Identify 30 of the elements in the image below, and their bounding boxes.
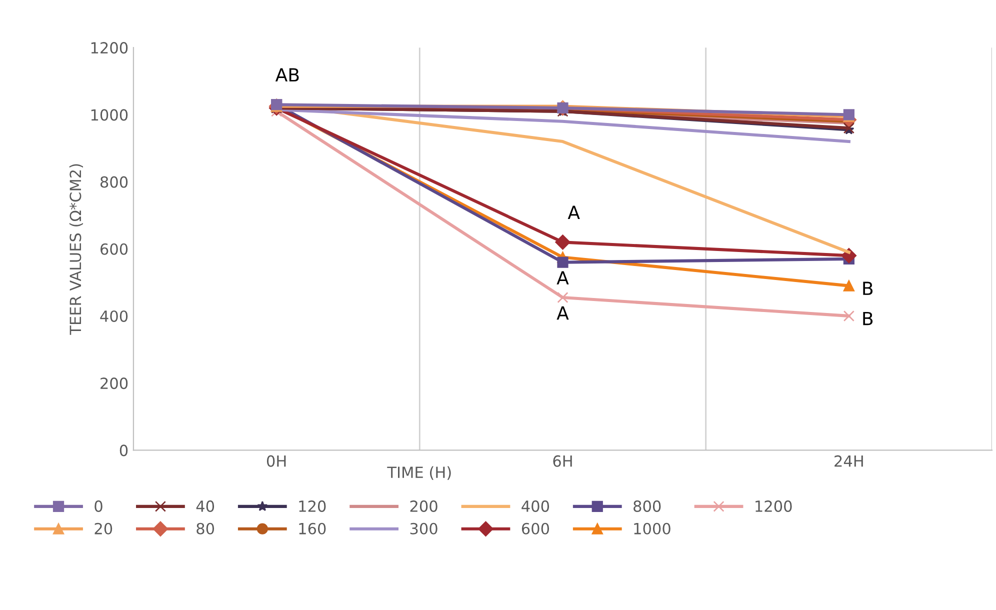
annotation: A <box>556 306 569 320</box>
legend-label: 20 <box>94 522 112 534</box>
legend-label: 400 <box>522 500 550 512</box>
annotation: A <box>556 271 569 284</box>
y-tick-label: 400 <box>100 310 128 322</box>
y-tick-label: 200 <box>100 378 128 390</box>
legend-label: 300 <box>410 522 438 534</box>
legend-label: 800 <box>634 500 661 512</box>
legend-label: 200 <box>410 500 438 512</box>
legend-label: 1200 <box>756 500 792 512</box>
annotation: B <box>863 312 873 326</box>
x-axis-title: TIME (H) <box>387 466 451 480</box>
x-tick-label: 24H <box>834 455 863 467</box>
x-tick-label: 6H <box>553 455 572 467</box>
legend-label: 600 <box>522 522 550 534</box>
y-tick-label: 1000 <box>91 109 128 121</box>
legend-label: 120 <box>299 500 326 512</box>
annotation: A <box>568 206 580 219</box>
y-tick-label: 800 <box>100 176 128 188</box>
y-tick-label: 1200 <box>91 42 128 54</box>
y-axis-title: TEER VALUES (Ω*CM2) <box>69 164 84 335</box>
y-tick-label: 0 <box>120 444 128 456</box>
legend-label: 80 <box>196 522 214 534</box>
annotation: AB <box>275 68 299 82</box>
legend-label: 160 <box>299 522 326 534</box>
legend-label: 40 <box>196 500 214 512</box>
annotation: B <box>863 282 873 295</box>
x-tick-label: 0H <box>266 455 286 467</box>
legend-label: 1000 <box>634 522 670 534</box>
y-tick-label: 600 <box>100 243 128 255</box>
